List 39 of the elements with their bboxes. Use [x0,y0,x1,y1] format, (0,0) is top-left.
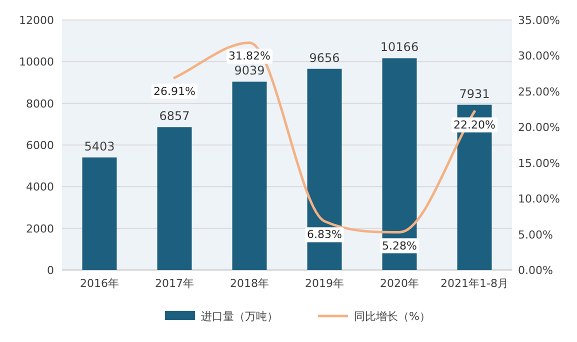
x-tick-label: 2021年1-8月 [440,277,508,290]
y-tick-label: 4000 [26,180,54,194]
y-tick-label: 10000 [19,56,54,69]
y-tick-label: 0 [47,264,54,277]
legend-label: 进口量（万吨） [201,310,278,323]
y2-tick-label: 25.00% [518,85,560,98]
y2-tick-label: 10.00% [518,192,560,206]
data-label: 31.82% [228,50,270,63]
data-label: 9656 [309,50,340,65]
y-tick-label: 6000 [26,139,54,152]
y2-tick-label: 20.00% [518,121,560,134]
data-label: 26.91% [154,84,196,98]
y-tick-label: 12000 [19,14,54,27]
data-label: 22.20% [454,118,496,132]
y2-tick-label: 5.00% [518,228,553,242]
x-tick-label: 2018年 [230,277,269,290]
x-tick-label: 2016年 [80,277,119,290]
y2-tick-label: 15.00% [518,156,560,170]
bar [307,68,342,270]
data-label: 6857 [159,109,190,124]
bar [82,157,117,270]
y-tick-label: 8000 [26,97,54,110]
bar [382,58,417,270]
y2-tick-label: 30.00% [518,50,560,63]
data-label: 10166 [380,40,419,54]
data-label: 9039 [234,64,265,78]
data-label: 5403 [84,139,115,154]
bar [157,127,192,270]
y2-tick-label: 35.00% [518,14,560,27]
legend-label: 同比增长（%） [354,310,430,323]
x-tick-label: 2019年 [305,277,344,290]
y2-tick-label: 0.00% [518,264,553,277]
x-tick-label: 2017年 [155,277,194,290]
data-label: 5.28% [382,239,417,252]
y-tick-label: 2000 [26,222,54,236]
x-tick-label: 2020年 [380,277,419,290]
data-label: 6.83% [307,228,342,242]
bar [232,82,267,270]
data-label: 7931 [459,86,490,101]
